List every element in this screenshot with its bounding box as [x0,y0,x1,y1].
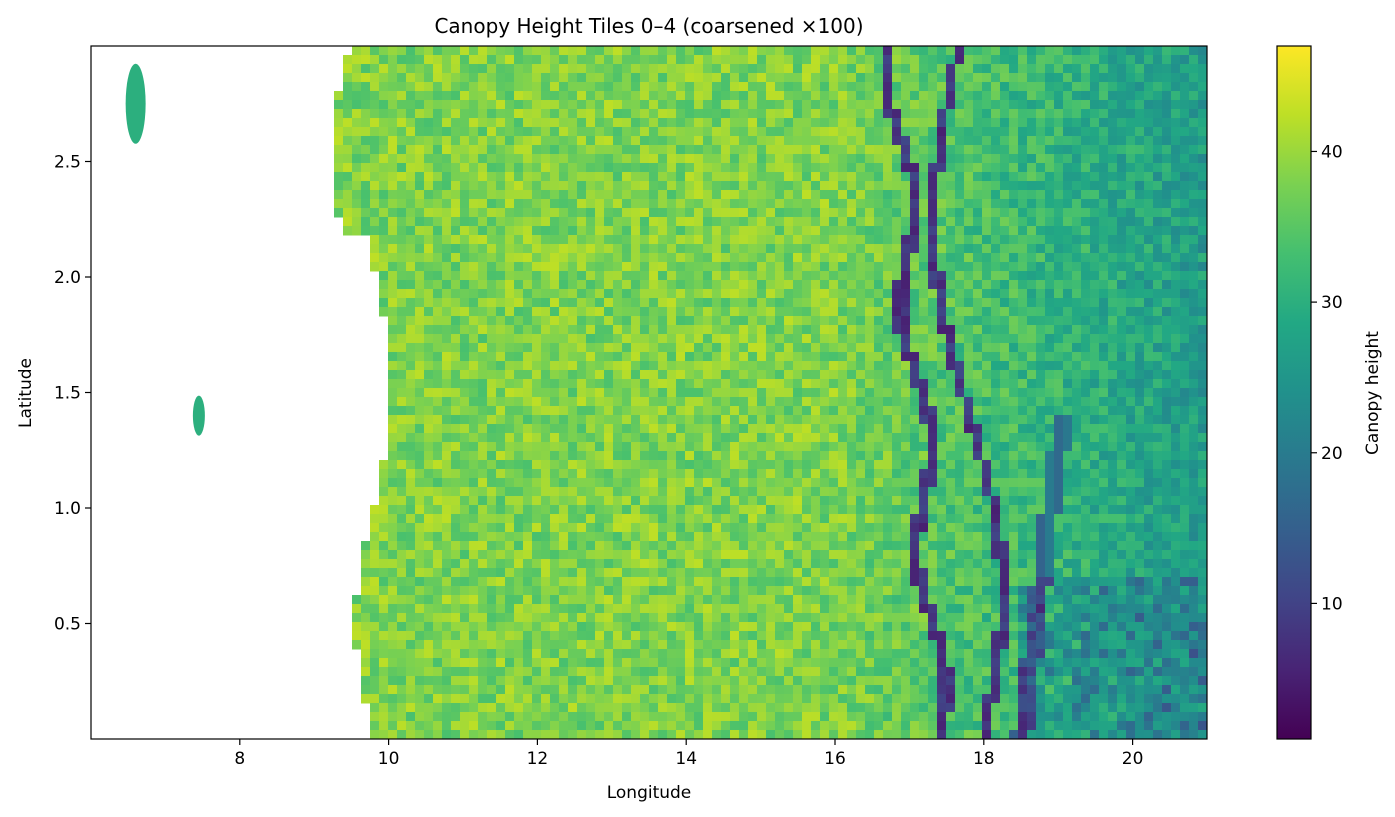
colorbar-label: Canopy height [1363,331,1383,455]
heatmap-raster [125,46,1207,739]
y-tick-label: 2.0 [54,268,81,288]
x-axis: 8 10 12 14 16 18 20 [234,739,1143,769]
island-1 [125,63,146,144]
chart-title: Canopy Height Tiles 0–4 (coarsened ×100) [434,14,863,38]
colorbar-ticks: 10 20 30 40 [1311,142,1343,614]
y-tick-label: 0.5 [54,615,81,635]
y-tick-label: 2.5 [54,153,81,173]
y-tick-label: 1.5 [54,384,81,404]
x-tick-label: 8 [234,749,245,769]
x-axis-label: Longitude [607,783,692,803]
x-tick-label: 10 [378,749,400,769]
x-tick-label: 16 [824,749,846,769]
colorbar-tick-label: 20 [1321,444,1343,464]
y-axis-label: Latitude [16,358,36,428]
x-tick-label: 14 [675,749,697,769]
island-2 [192,395,205,436]
colorbar-tick-label: 10 [1321,594,1343,614]
x-tick-label: 12 [527,749,549,769]
x-tick-label: 20 [1122,749,1144,769]
colorbar-tick-label: 40 [1321,142,1343,162]
y-axis: 0.5 1.0 1.5 2.0 2.5 [54,153,91,635]
x-tick-label: 18 [973,749,995,769]
y-tick-label: 1.0 [54,499,81,519]
colorbar [1276,45,1312,740]
colorbar-tick-label: 30 [1321,293,1343,313]
